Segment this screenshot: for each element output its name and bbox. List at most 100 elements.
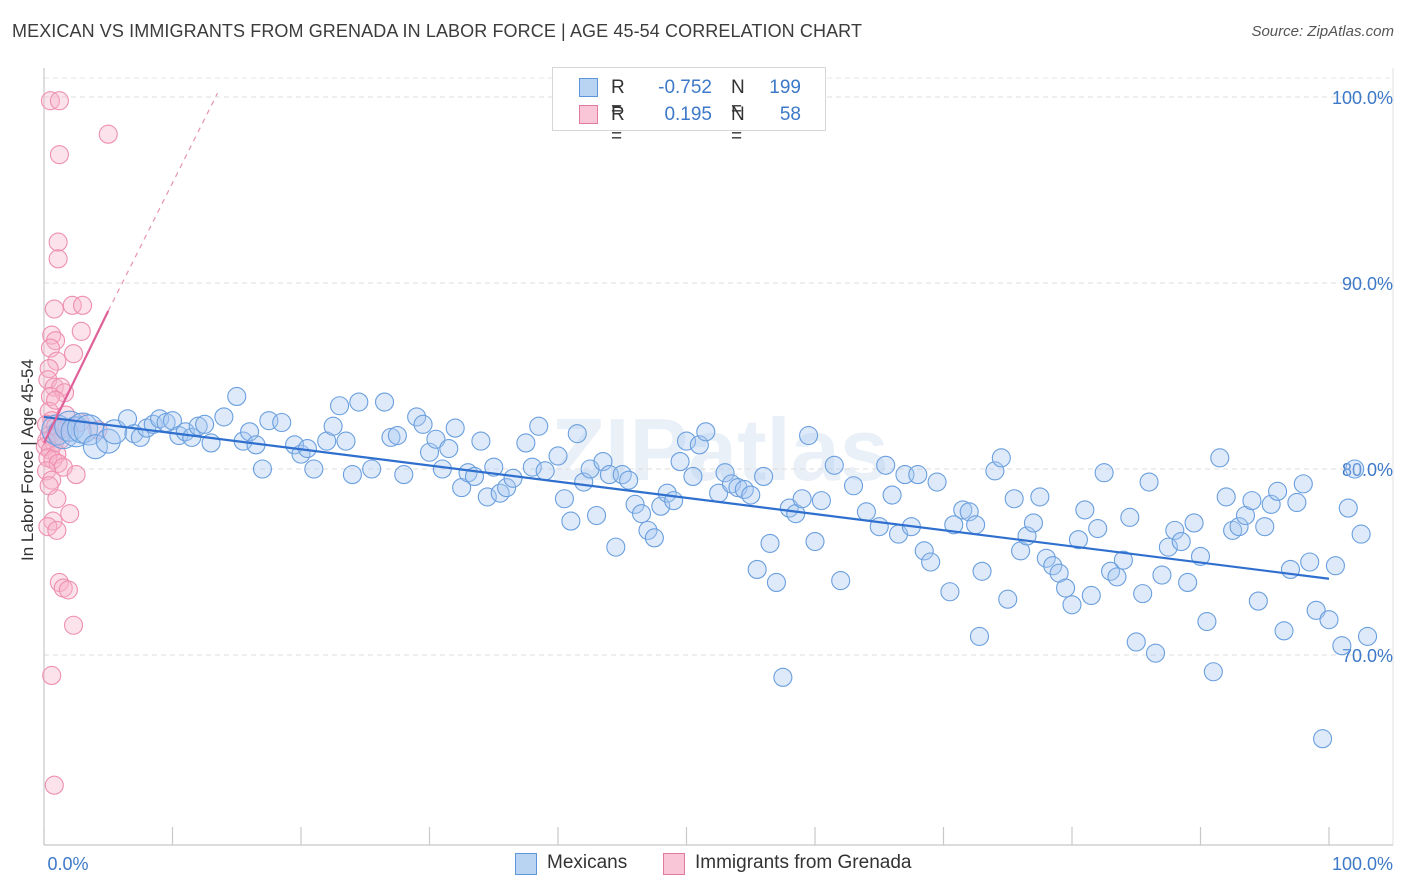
mexicans-point [342,465,362,485]
mexicans-point [1113,550,1133,570]
mexicans-point [944,515,964,535]
mexicans-point [914,541,934,561]
mexicans-point [432,459,452,479]
legend-r-value: 0.195 [664,104,712,125]
mexicans-point [792,489,812,509]
mexicans-point [1081,585,1101,606]
tick-labels: 70.0% 80.0% 90.0% 100.0% 0.0% 100.0% [47,88,1393,874]
mexicans-point [606,537,626,557]
grenada-point [66,465,86,485]
mexicans-point [1197,611,1217,632]
mexicans-point [1242,491,1262,511]
mexicans-point [683,466,703,486]
x-tick-label: 100.0% [1332,854,1393,874]
mexicans-point [503,468,523,488]
grenada-point [43,511,63,531]
mexicans-point [747,559,767,579]
legend-r-label: R = [611,77,625,120]
series-grenada [35,91,118,795]
mexicans-point [1075,500,1095,520]
mexicans-point [831,571,851,591]
mexicans-point [60,416,92,448]
mexicans-point [1248,591,1268,611]
mexicans-point [439,438,459,459]
grenada-trend-line [43,310,110,444]
mexicans-point [484,457,504,477]
legend-swatch-grenada [579,105,598,124]
legend-n-label: N = [731,104,745,147]
mexicans-point [349,392,369,412]
mexicans-point [407,407,427,427]
mexicans-point [927,472,947,492]
mexicans-point [1268,481,1288,501]
stats-legend: R = -0.752 N = 199 R = 0.195 N = 58 [552,67,826,147]
mexicans-point [227,386,247,407]
grenada-point [44,775,64,795]
y-tick-label: 100.0% [1332,88,1393,108]
mexicans-point [766,572,787,593]
mexicans-point [1216,487,1236,507]
mexicans-point [966,515,986,535]
trend-lines [43,93,1330,580]
mexicans-point [214,407,234,427]
grenada-point [44,299,64,319]
mexicans-point [631,504,652,524]
mexicans-point [561,511,581,531]
mexicans-point [1133,584,1153,604]
mexicans-point [329,396,350,416]
mexicans-point [843,476,864,496]
legend-r-value: -0.752 [658,77,712,98]
grenada-point [49,91,69,111]
watermark: ZIPatlas [551,400,888,499]
mexicans-point [567,424,587,444]
grenada-point [40,386,60,407]
mexicans-point [625,494,645,514]
mexicans-point [1107,567,1127,587]
y-tick-label: 70.0% [1342,646,1393,666]
mexicans-point [426,429,446,449]
mexicans-point [824,455,844,475]
mexicans-point [188,416,208,436]
mexicans-point [1094,463,1114,483]
mexicans-point [1210,448,1230,468]
mexicans-point [252,459,273,479]
mexicans-point [381,427,401,447]
mexicans-point [1043,556,1063,576]
grenada-point [71,321,91,341]
mexicans-point [811,491,831,511]
mexicans-point [1306,600,1326,620]
mexicans-point [741,485,761,505]
grenada-point [43,450,63,470]
mexicans-point [670,452,690,472]
grenada-point [64,344,84,364]
mexicans-point [95,428,121,454]
axes [43,68,1394,846]
mexicans-point [1325,556,1345,576]
mexicans-point [516,433,536,453]
mexicans-point [1293,474,1313,494]
mexicans-point [1120,507,1140,527]
mexicans-point [272,412,292,433]
grenada-point [47,489,67,509]
legend-r-label: R = [611,104,625,147]
mexicans-point [195,414,215,434]
grenada-point [64,615,84,635]
mexicans-point [445,418,465,438]
mexicans-point [619,470,639,490]
mexicans-point [998,589,1018,609]
grenada-point [73,295,93,315]
mexicans-point [856,502,876,522]
mexicans-point [715,463,735,483]
mexicans-point [535,461,555,481]
mexicans-point [497,478,517,498]
mexicans-point [760,533,780,553]
grenada-point [47,520,67,540]
mexicans-point [1338,498,1358,518]
y-tick-label: 90.0% [1342,274,1393,294]
legend-n-value: 199 [769,77,801,98]
mexicans-point [304,459,324,479]
mexicans-point [1036,548,1056,568]
mexicans-point [1062,595,1082,615]
mexicans-point [882,485,902,505]
